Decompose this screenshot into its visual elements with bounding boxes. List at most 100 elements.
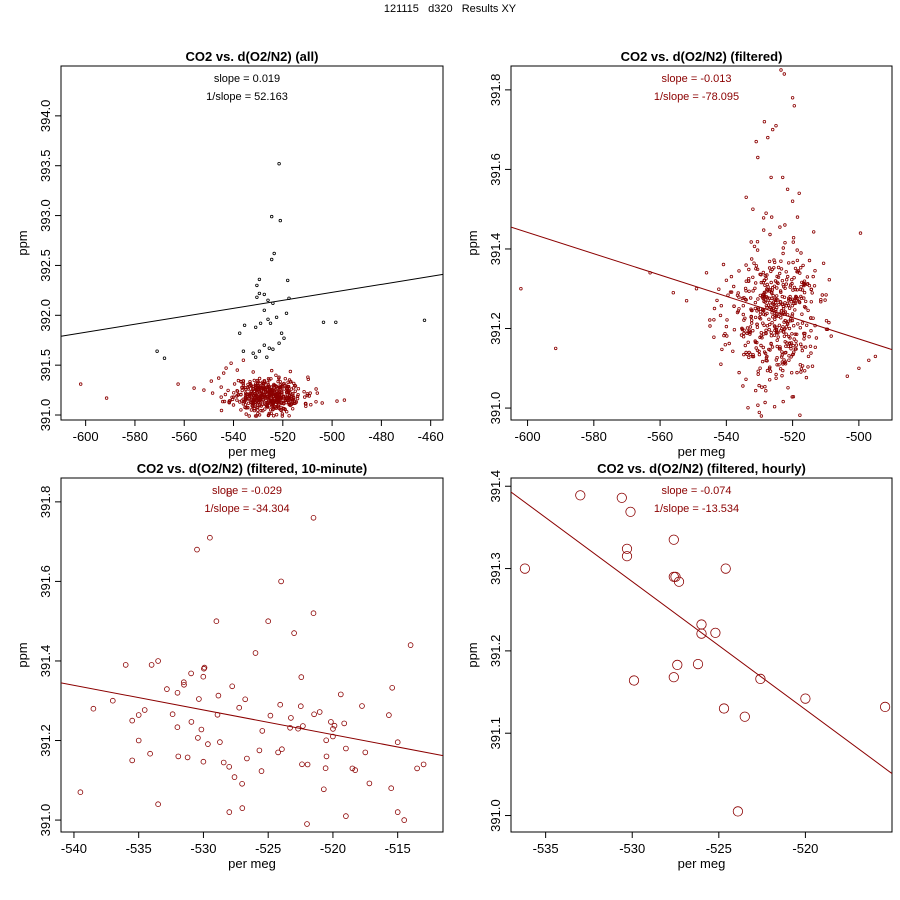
x-tick-label: -540 (221, 429, 247, 444)
data-points (519, 68, 878, 418)
x-tick-label: -530 (190, 841, 216, 856)
data-point (255, 283, 259, 288)
data-point (793, 301, 798, 305)
data-point (800, 321, 805, 325)
data-point (244, 396, 249, 401)
data-point (252, 408, 257, 413)
y-tick-label: 392.5 (38, 249, 53, 282)
data-point (284, 311, 289, 315)
data-point (337, 691, 344, 698)
data-point (783, 351, 787, 355)
data-point (771, 127, 775, 132)
data-point (775, 294, 779, 298)
data-point (718, 703, 730, 714)
data-point (349, 765, 356, 772)
data-point (262, 384, 266, 389)
data-point (291, 630, 297, 636)
data-point (798, 326, 802, 330)
data-point (799, 367, 804, 371)
data-point (290, 397, 295, 401)
data-point (750, 257, 754, 261)
data-point (184, 754, 191, 761)
data-point (781, 246, 785, 250)
data-point (751, 275, 755, 279)
data-point (758, 293, 762, 298)
x-tick-label: -525 (706, 841, 732, 856)
data-point (704, 271, 709, 275)
data-point (779, 259, 783, 263)
data-point (763, 385, 767, 389)
data-point (786, 344, 791, 349)
data-point (772, 258, 776, 262)
data-point (762, 278, 767, 282)
data-point (753, 339, 757, 343)
data-point (759, 334, 763, 338)
data-point (765, 324, 770, 328)
data-point (264, 404, 269, 408)
data-point (812, 230, 816, 234)
data-point (285, 410, 289, 414)
data-point (251, 397, 255, 401)
data-point (271, 414, 276, 418)
data-point (750, 308, 754, 313)
data-point (759, 414, 764, 418)
data-point (241, 358, 246, 362)
data-point (306, 375, 310, 379)
data-point (254, 393, 259, 397)
data-point (755, 239, 760, 244)
data-point (239, 780, 245, 787)
x-tick-label: -540 (713, 429, 739, 444)
data-point (775, 363, 779, 367)
data-point (297, 703, 304, 710)
data-point (246, 401, 251, 405)
chart-title: CO2 vs. d(O2/N2) (filtered) (621, 49, 783, 64)
inverse-slope-annotation: 1/slope = -34.304 (204, 503, 289, 515)
data-point (732, 806, 743, 817)
data-point (761, 270, 765, 275)
data-point (753, 315, 758, 320)
data-point (90, 705, 97, 712)
slope-annotation: slope = -0.074 (661, 485, 731, 497)
data-point (320, 786, 327, 793)
data-point (750, 354, 755, 359)
data-point (809, 351, 813, 355)
data-point (790, 96, 795, 100)
data-point (303, 395, 307, 399)
data-point (750, 321, 754, 325)
data-point (278, 380, 282, 384)
data-point (246, 382, 250, 387)
data-point (277, 701, 284, 708)
data-point (621, 543, 633, 554)
data-point (219, 395, 223, 399)
data-point (786, 303, 791, 307)
data-point (824, 293, 828, 297)
data-point (779, 309, 784, 313)
x-tick-label: -525 (255, 841, 281, 856)
data-point (242, 696, 249, 703)
y-axis-label: ppm (465, 230, 480, 255)
x-axis-label: per meg (678, 444, 726, 459)
data-point (780, 353, 784, 357)
data-point (135, 737, 142, 744)
data-point (200, 673, 207, 680)
data-point (792, 104, 796, 108)
data-point (239, 408, 243, 412)
data-point (272, 251, 276, 256)
data-point (746, 340, 750, 344)
data-point (775, 305, 779, 310)
plot-filtered: CO2 vs. d(O2/N2) (filtered) -600 -580 -560 -… (465, 49, 893, 459)
data-point (257, 291, 262, 296)
data-point (741, 304, 745, 308)
x-tick-label: -535 (533, 841, 559, 856)
data-point (799, 285, 803, 289)
data-point (756, 297, 760, 301)
data-point (791, 343, 795, 348)
data-point (110, 697, 116, 704)
data-point (778, 289, 783, 293)
data-point (287, 378, 292, 382)
data-point (768, 369, 773, 373)
data-point (769, 280, 773, 285)
data-point (799, 370, 803, 374)
data-point (270, 214, 274, 219)
data-point (192, 386, 196, 390)
